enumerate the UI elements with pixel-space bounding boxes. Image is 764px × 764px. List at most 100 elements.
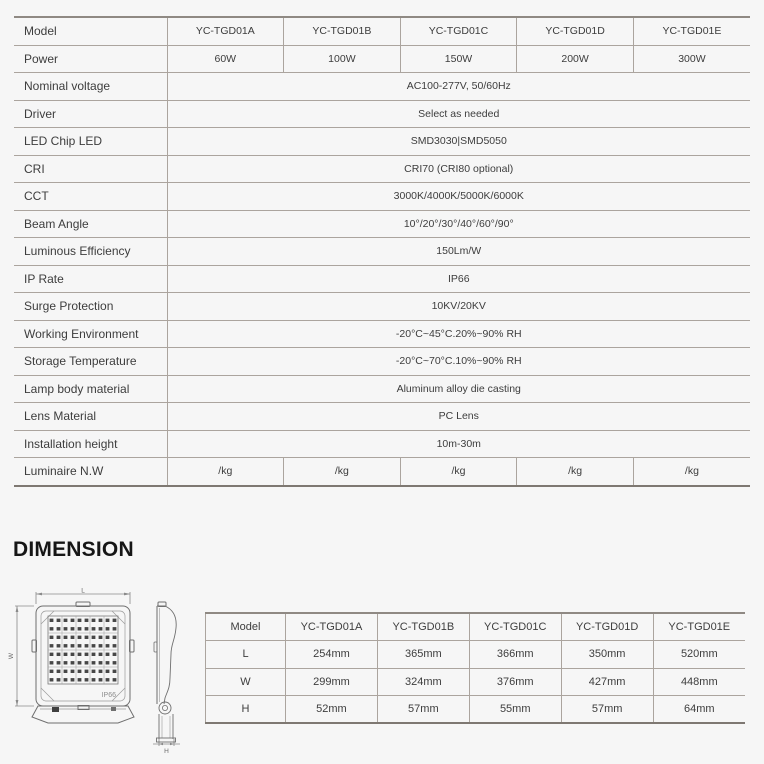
spec-value: -20°C~70°C.10%~90% RH: [166, 347, 750, 376]
spec-row: Nominal voltage AC100-277V, 50/60Hz: [14, 72, 750, 101]
spec-value: 300W: [632, 45, 750, 73]
spec-value: 10KV/20KV: [166, 292, 750, 321]
dim-label-h: H: [164, 748, 169, 755]
spec-value: /kg: [632, 457, 750, 486]
spec-row: LED Chip LED SMD3030|SMD5050: [14, 127, 750, 156]
dim-header-cell: YC-TGD01D: [560, 613, 654, 642]
spec-value: 150W: [399, 45, 517, 73]
spec-label: Lamp body material: [14, 375, 167, 403]
dim-label-l: L: [81, 588, 85, 595]
dim-value: 427mm: [560, 668, 654, 696]
dim-value: 55mm: [468, 695, 562, 724]
spec-row: IP Rate IP66: [14, 265, 750, 293]
spec-value: /kg: [516, 457, 634, 486]
spec-label: Storage Temperature: [14, 347, 167, 376]
spec-row: Surge Protection 10KV/20KV: [14, 292, 750, 321]
spec-value: Aluminum alloy die casting: [166, 375, 750, 403]
dim-label-w: W: [8, 652, 15, 659]
spec-value: 100W: [283, 45, 401, 73]
spec-label: Lens Material: [14, 402, 167, 431]
spec-row: Working Environment -20°C~45°C.20%~90% RH: [14, 320, 750, 348]
spec-label: CRI: [14, 155, 167, 183]
dimension-lines: [15, 592, 180, 746]
spec-value: YC-TGD01E: [632, 17, 750, 46]
dim-value: 350mm: [560, 640, 654, 669]
dim-row: L 254mm 365mm 366mm 350mm 520mm: [205, 640, 745, 669]
spec-label: LED Chip LED: [14, 127, 167, 156]
spec-label: Surge Protection: [14, 292, 167, 321]
dim-value: 365mm: [376, 640, 470, 669]
spec-label: Driver: [14, 100, 167, 128]
dim-label: W: [205, 668, 286, 696]
spec-value: SMD3030|SMD5050: [166, 127, 750, 156]
spec-value: -20°C~45°C.20%~90% RH: [166, 320, 750, 348]
spec-row: Model YC-TGD01A YC-TGD01B YC-TGD01C YC-TGD01…: [14, 17, 750, 46]
dim-header-row: Model YC-TGD01A YC-TGD01B YC-TGD01C YC-TGD01…: [205, 613, 745, 642]
spec-value: YC-TGD01A: [166, 17, 284, 46]
spec-value: 10m-30m: [166, 430, 750, 458]
spec-label: Installation height: [14, 430, 167, 458]
spec-row: Luminaire N.W/kg/kg/kg/kg/kg: [14, 457, 750, 486]
spec-row: CCT 3000K/4000K/5000K/6000K: [14, 182, 750, 211]
dimension-heading: DIMENSION: [13, 538, 134, 561]
dim-value: 376mm: [468, 668, 562, 696]
spec-table: Model YC-TGD01A YC-TGD01B YC-TGD01C YC-TGD01…: [14, 16, 750, 487]
spec-value: 150Lm/W: [166, 237, 750, 266]
dim-row: W 299mm 324mm 376mm 427mm 448mm: [205, 668, 745, 696]
spec-value: 60W: [166, 45, 284, 73]
dim-row: H 52mm 57mm 55mm 57mm 64mm: [205, 695, 745, 724]
spec-value: YC-TGD01D: [516, 17, 634, 46]
spec-label: CCT: [14, 182, 167, 211]
floodlight-dimension-drawing: IP66 L W H: [8, 586, 198, 756]
front-view: [31, 601, 135, 724]
spec-row: Driver Select as needed: [14, 100, 750, 128]
spec-value: /kg: [399, 457, 517, 486]
spec-label: IP Rate: [14, 265, 167, 293]
spec-label: Nominal voltage: [14, 72, 167, 101]
spec-label: Power: [14, 45, 167, 73]
spec-value: CRI70 (CRI80 optional): [166, 155, 750, 183]
led-grid: [48, 616, 118, 684]
dim-value: 299mm: [285, 668, 378, 696]
spec-value: 200W: [516, 45, 634, 73]
dim-value: 520mm: [652, 640, 745, 669]
spec-value: YC-TGD01B: [283, 17, 401, 46]
spec-value: /kg: [283, 457, 401, 486]
dimension-table: Model YC-TGD01A YC-TGD01B YC-TGD01C YC-TGD01…: [205, 612, 745, 725]
spec-value: Select as needed: [166, 100, 750, 128]
spec-row: Luminous Efficiency 150Lm/W: [14, 237, 750, 266]
spec-label: Working Environment: [14, 320, 167, 348]
spec-row: Storage Temperature -20°C~70°C.10%~90% RH: [14, 347, 750, 376]
spec-value: AC100-277V, 50/60Hz: [166, 72, 750, 101]
dim-value: 57mm: [376, 695, 470, 724]
dim-value: 366mm: [468, 640, 562, 669]
spec-label: Beam Angle: [14, 210, 167, 238]
dim-label: H: [205, 695, 286, 724]
dim-header-cell: YC-TGD01A: [285, 613, 378, 642]
side-view: [153, 601, 177, 743]
dim-header-cell: YC-TGD01C: [468, 613, 562, 642]
floodlight-line-drawing-svg: IP66 L W H: [8, 588, 180, 755]
ip-rating-label: IP66: [102, 692, 117, 699]
dim-value: 57mm: [560, 695, 654, 724]
spec-row: Beam Angle 10°/20°/30°/40°/60°/90°: [14, 210, 750, 238]
dim-value: 254mm: [285, 640, 378, 669]
dim-value: 324mm: [376, 668, 470, 696]
spec-value: YC-TGD01C: [399, 17, 517, 46]
spec-value: 3000K/4000K/5000K/6000K: [166, 182, 750, 211]
dim-header-cell: YC-TGD01E: [652, 613, 745, 642]
spec-row: CRI CRI70 (CRI80 optional): [14, 155, 750, 183]
spec-label: Model: [14, 17, 167, 46]
dim-value: 448mm: [652, 668, 745, 696]
spec-row: Lamp body material Aluminum alloy die cas…: [14, 375, 750, 403]
spec-value: /kg: [166, 457, 284, 486]
spec-label: Luminaire N.W: [14, 457, 167, 486]
spec-row: Installation height 10m-30m: [14, 430, 750, 458]
spec-value: IP66: [166, 265, 750, 293]
dim-header-cell: YC-TGD01B: [376, 613, 470, 642]
spec-row: Power 60W 100W 150W 200W 300W: [14, 45, 750, 73]
spec-label: Luminous Efficiency: [14, 237, 167, 266]
dim-value: 64mm: [652, 695, 745, 724]
dim-header-cell: Model: [205, 613, 286, 642]
dim-label: L: [205, 640, 286, 669]
